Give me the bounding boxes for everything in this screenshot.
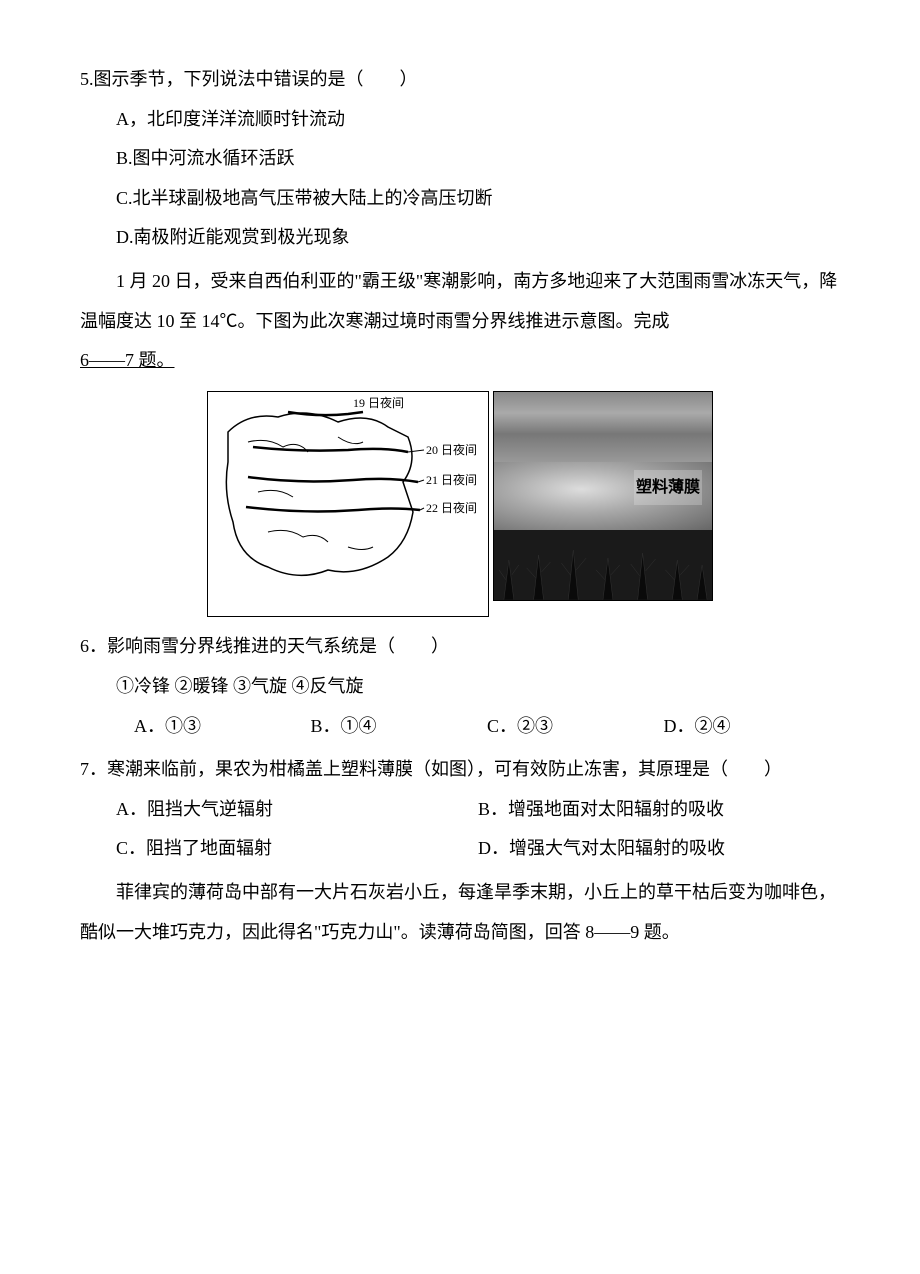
map-svg: 19 日夜间 20 日夜间 21 日夜间 22 日夜间 bbox=[208, 392, 488, 602]
map-label-21: 21 日夜间 bbox=[426, 472, 477, 487]
map-figure: 19 日夜间 20 日夜间 21 日夜间 22 日夜间 bbox=[207, 391, 489, 618]
photo-figure: 塑料薄膜 bbox=[493, 391, 713, 601]
passage-2-tail: 酷似一大堆巧克力，因此得名"巧克力山"。读薄荷岛简图，回答 8——9 题。 bbox=[80, 913, 840, 953]
q6-option-c: C．②③ bbox=[487, 707, 664, 747]
passage-1-text: 1 月 20 日，受来自西伯利亚的"霸王级"寒潮影响，南方多地迎来了大范围雨雪冰… bbox=[80, 271, 837, 331]
q6-options: A．①③ B．①④ C．②③ D．②④ bbox=[80, 707, 840, 747]
foliage-svg bbox=[494, 520, 712, 600]
q7-option-a: A．阻挡大气逆辐射 bbox=[116, 790, 478, 830]
photo-label: 塑料薄膜 bbox=[634, 470, 702, 505]
q7-options: A．阻挡大气逆辐射 B．增强地面对太阳辐射的吸收 C．阻挡了地面辐射 D．增强大… bbox=[80, 790, 840, 869]
q5-option-b: B.图中河流水循环活跃 bbox=[80, 139, 840, 179]
q6-option-a: A．①③ bbox=[134, 707, 311, 747]
passage-2-text-2: 酷似一大堆巧克力，因此得名"巧克力山"。读薄荷岛简图，回答 8——9 题。 bbox=[80, 922, 680, 942]
map-label-20: 20 日夜间 bbox=[426, 442, 477, 457]
passage-2-text: 菲律宾的薄荷岛中部有一大片石灰岩小丘，每逢旱季末期，小丘上的草干枯后变为咖啡色， bbox=[116, 882, 836, 902]
figure-container: 19 日夜间 20 日夜间 21 日夜间 22 日夜间 塑料薄膜 bbox=[80, 391, 840, 618]
q5-option-a: A，北印度洋洋流顺时针流动 bbox=[80, 100, 840, 140]
q6-option-b: B．①④ bbox=[311, 707, 488, 747]
map-label-19: 19 日夜间 bbox=[353, 395, 404, 410]
q5-stem: 5.图示季节，下列说法中错误的是（ ） bbox=[80, 60, 840, 100]
passage-2: 菲律宾的薄荷岛中部有一大片石灰岩小丘，每逢旱季末期，小丘上的草干枯后变为咖啡色， bbox=[80, 873, 840, 913]
q6-stem: 6．影响雨雪分界线推进的天气系统是（ ） bbox=[80, 627, 840, 667]
q6-option-d: D．②④ bbox=[664, 707, 841, 747]
passage-1-link: 6——7 题。 bbox=[80, 350, 175, 370]
passage-1-tail: 6——7 题。 bbox=[80, 341, 840, 381]
q5-option-c: C.北半球副极地高气压带被大陆上的冷高压切断 bbox=[80, 179, 840, 219]
q6-sub: ①冷锋 ②暖锋 ③气旋 ④反气旋 bbox=[80, 667, 840, 707]
passage-1: 1 月 20 日，受来自西伯利亚的"霸王级"寒潮影响，南方多地迎来了大范围雨雪冰… bbox=[80, 262, 840, 341]
q7-option-d: D．增强大气对太阳辐射的吸收 bbox=[478, 829, 840, 869]
map-label-22: 22 日夜间 bbox=[426, 500, 477, 515]
q7-option-b: B．增强地面对太阳辐射的吸收 bbox=[478, 790, 840, 830]
q5-option-d: D.南极附近能观赏到极光现象 bbox=[80, 218, 840, 258]
q7-option-c: C．阻挡了地面辐射 bbox=[116, 829, 478, 869]
q7-stem: 7．寒潮来临前，果农为柑橘盖上塑料薄膜（如图），可有效防止冻害，其原理是（ ） bbox=[80, 750, 840, 790]
